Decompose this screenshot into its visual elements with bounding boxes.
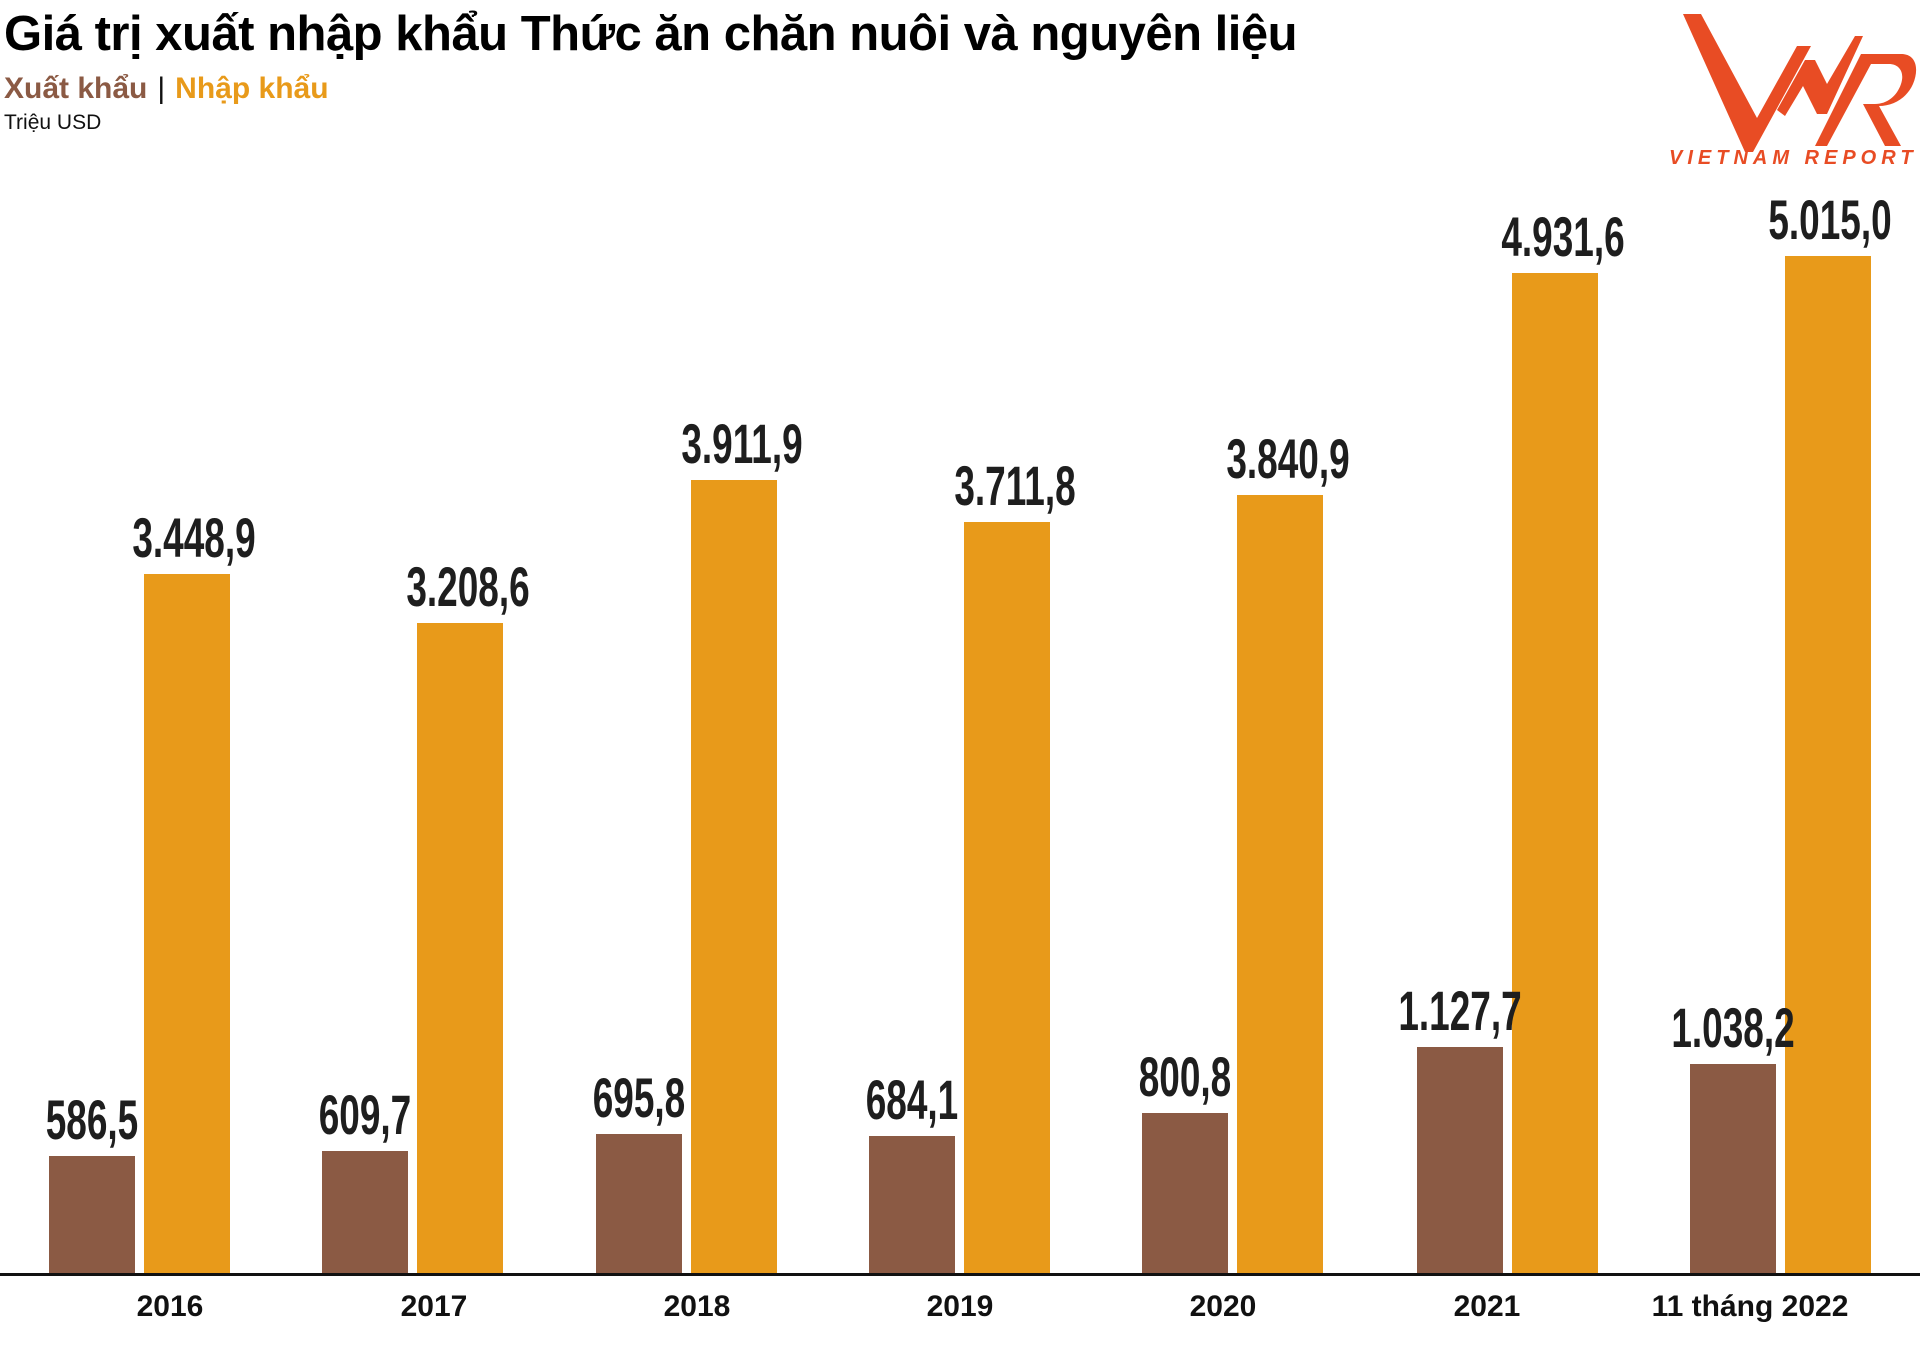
x-label-2021: 2021 bbox=[1453, 1290, 1521, 1323]
value-import-2016: 3.448,9 bbox=[132, 506, 256, 569]
bar-export-2019 bbox=[869, 1136, 955, 1274]
x-label-2017: 2017 bbox=[400, 1290, 468, 1323]
svg-text:VIETNAM REPORT: VIETNAM REPORT bbox=[1669, 147, 1917, 166]
value-import-2017: 3.208,6 bbox=[406, 555, 530, 618]
x-label-2019: 2019 bbox=[926, 1290, 994, 1323]
x-label-2016: 2016 bbox=[136, 1290, 204, 1323]
bar-export-2020 bbox=[1142, 1113, 1228, 1274]
bar-import-2020 bbox=[1237, 495, 1323, 1274]
chart-title: Giá trị xuất nhập khẩu Thức ăn chăn nuôi… bbox=[4, 7, 1298, 61]
vnr-logo-icon: VIETNAM REPORT bbox=[1669, 14, 1917, 169]
value-export-2018: 695,8 bbox=[592, 1066, 686, 1129]
vietnam-report-logo: VIETNAM REPORT bbox=[1665, 6, 1917, 169]
value-export-2017: 609,7 bbox=[318, 1083, 412, 1146]
bar-import-2018 bbox=[691, 480, 777, 1274]
x-label-2018: 2018 bbox=[663, 1290, 731, 1323]
value-export-2016: 586,5 bbox=[45, 1088, 139, 1151]
bar-export-2017 bbox=[322, 1151, 408, 1274]
x-label-2022: 11 tháng 2022 bbox=[1651, 1290, 1849, 1323]
value-export-2021: 1.127,7 bbox=[1398, 979, 1522, 1042]
value-export-2019: 684,1 bbox=[865, 1068, 959, 1131]
x-axis-baseline bbox=[0, 1273, 1920, 1276]
bar-export-2016 bbox=[49, 1156, 135, 1274]
value-import-2018: 3.911,9 bbox=[681, 412, 803, 475]
legend-export: Xuất khẩu bbox=[4, 72, 148, 105]
legend: Xuất khẩu | Nhập khẩu bbox=[4, 72, 329, 106]
bar-export-2021 bbox=[1417, 1047, 1503, 1274]
value-export-2022: 1.038,2 bbox=[1671, 996, 1795, 1059]
bar-import-2017 bbox=[417, 623, 503, 1274]
value-import-2021: 4.931,6 bbox=[1501, 205, 1625, 268]
legend-import: Nhập khẩu bbox=[175, 72, 329, 105]
x-label-2020: 2020 bbox=[1189, 1290, 1257, 1323]
bar-import-2022 bbox=[1785, 256, 1871, 1274]
unit-label: Triệu USD bbox=[4, 111, 102, 134]
value-export-2020: 800,8 bbox=[1138, 1045, 1232, 1108]
bar-import-2021 bbox=[1512, 273, 1598, 1274]
value-import-2022: 5.015,0 bbox=[1768, 188, 1892, 251]
bar-export-2022 bbox=[1690, 1064, 1776, 1274]
legend-separator: | bbox=[157, 72, 166, 105]
bar-import-2016 bbox=[144, 574, 230, 1274]
value-import-2020: 3.840,9 bbox=[1226, 427, 1350, 490]
value-import-2019: 3.711,8 bbox=[954, 454, 1076, 517]
bar-export-2018 bbox=[596, 1134, 682, 1274]
bar-import-2019 bbox=[964, 522, 1050, 1274]
